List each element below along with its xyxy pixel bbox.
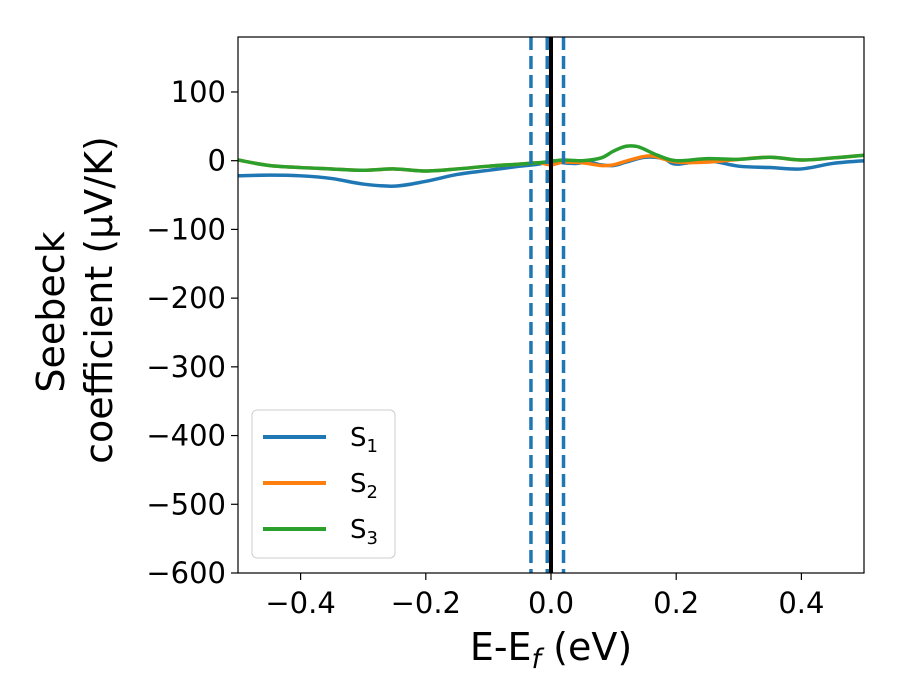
y-tick-label: −400 xyxy=(146,419,226,453)
x-tick-label: −0.2 xyxy=(391,586,461,620)
legend-label-sub: 3 xyxy=(367,528,378,549)
x-axis-label-main: E-E xyxy=(470,625,532,669)
legend-label-sub: 1 xyxy=(367,436,378,457)
x-axis-ticks: −0.4 −0.2 0.0 0.2 0.4 xyxy=(265,573,824,620)
legend-label-sub: 2 xyxy=(367,482,378,503)
y-axis-ticks: 100 0 −100 −200 −300 −400 −500 −600 xyxy=(146,75,238,590)
y-tick-label: −600 xyxy=(146,556,226,590)
legend-label-main: S xyxy=(350,469,367,499)
legend-label: S1 xyxy=(350,423,378,457)
legend-label: S3 xyxy=(350,515,378,549)
x-tick-label: −0.4 xyxy=(265,586,335,620)
series-line-s3 xyxy=(238,144,864,173)
legend-label-main: S xyxy=(350,515,367,545)
vertical-lines xyxy=(529,37,566,573)
y-axis-label-line2: coefficient (μV/K) xyxy=(77,136,121,464)
y-tick-label: −100 xyxy=(146,212,226,246)
x-axis-label: E-Ef (eV) xyxy=(470,625,632,675)
legend-label-main: S xyxy=(350,423,367,453)
legend-label: S2 xyxy=(350,469,378,503)
x-tick-label: 0.0 xyxy=(528,586,574,620)
y-tick-label: 100 xyxy=(171,75,226,109)
y-axis-label: Seebeck coefficient (μV/K) xyxy=(29,136,121,464)
y-axis-label-line1: Seebeck xyxy=(29,231,73,392)
y-tick-label: 0 xyxy=(208,144,226,178)
plot-frame xyxy=(237,36,865,574)
x-axis-label-unit: (eV) xyxy=(541,625,632,669)
x-tick-label: 0.4 xyxy=(778,586,824,620)
y-tick-label: −300 xyxy=(146,350,226,384)
y-tick-label: −500 xyxy=(146,487,226,521)
x-tick-label: 0.2 xyxy=(653,586,699,620)
y-tick-label: −200 xyxy=(146,281,226,315)
